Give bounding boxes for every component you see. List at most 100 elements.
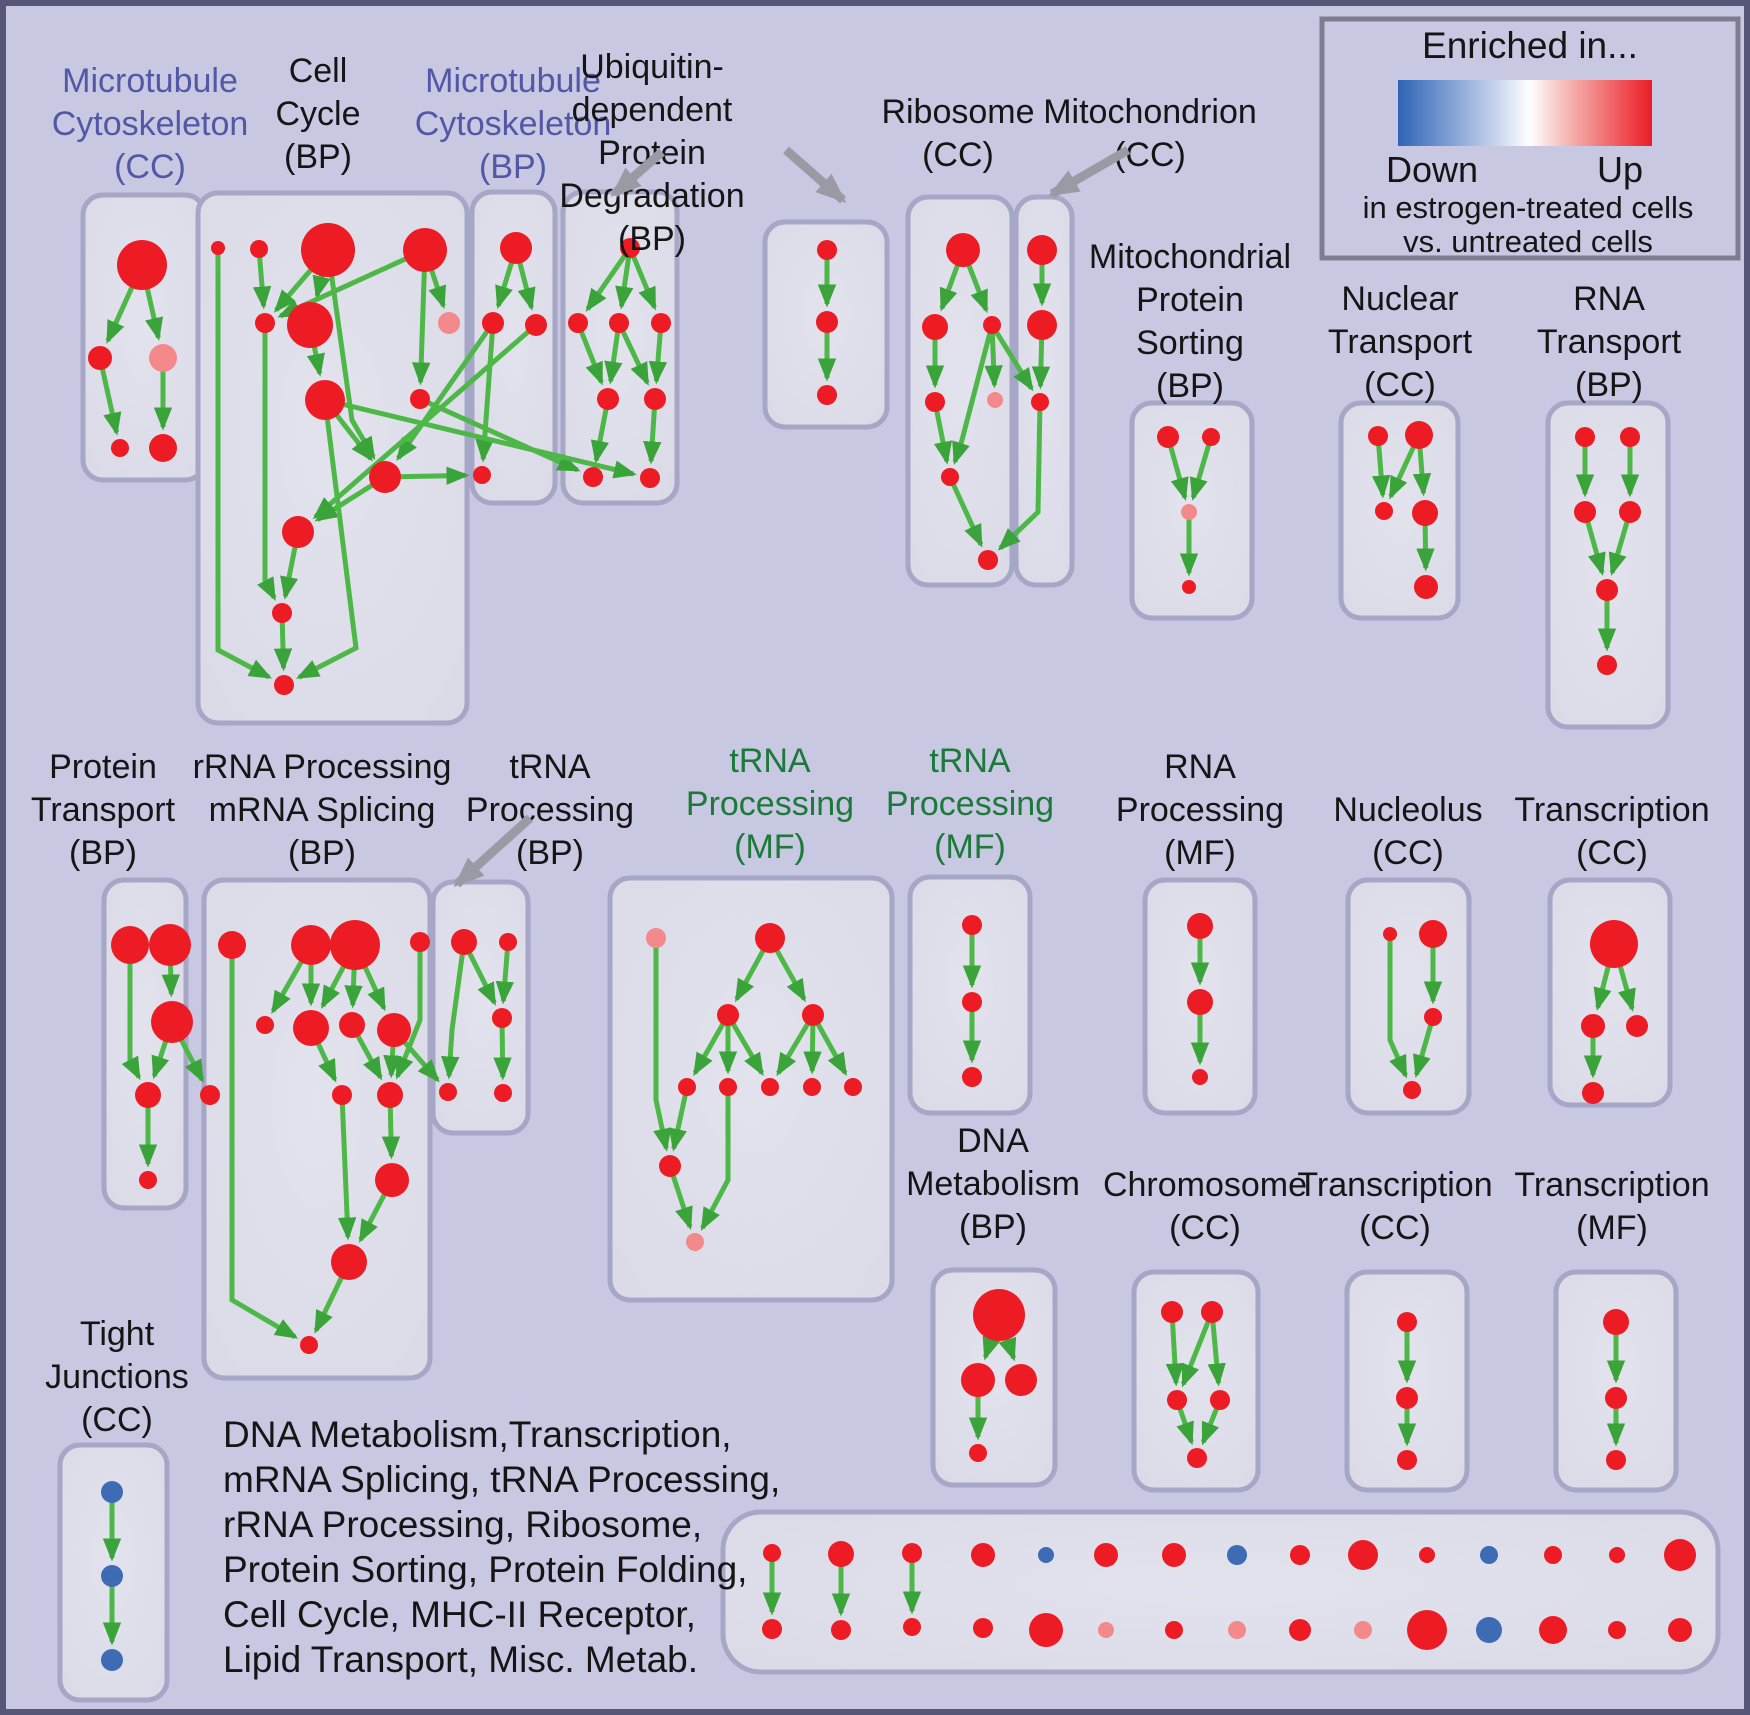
graph-node-red [597,388,619,410]
graph-node-red [482,312,504,334]
cluster-label-tight-junctions-cc: Tight [80,1315,155,1353]
cluster-label-rrna-processing-mrna-splicing-bp: mRNA Splicing [209,791,436,829]
graph-node-red [301,223,355,277]
graph-edge [952,324,995,466]
cluster-label-mitochondrial-protein-sorting-bp: Mitochondrial [1089,238,1291,276]
graph-edge [257,323,277,601]
graph-edge [700,1087,731,1231]
graph-node-red [1597,655,1617,675]
cluster-label-microtubule-cytoskeleton-bp: Microtubule [425,62,601,100]
graph-node-red [1397,1450,1417,1470]
cluster-label-microtubule-cytoskeleton-cc: Microtubule [62,62,238,100]
graph-node-red [659,1155,681,1177]
cluster-label-microtubule-cytoskeleton-bp: Cytoskeleton [415,105,612,143]
graph-node-pink [646,928,666,948]
graph-node-red [1187,989,1213,1015]
cluster-label-cell-cycle-bp: (BP) [284,138,352,176]
graph-node-red [983,316,1001,334]
cluster-label-transcription-cc-middle: Transcription [1514,791,1709,829]
graph-edge [947,475,984,548]
graph-node-red [719,1078,737,1096]
graph-node-red [1605,1387,1627,1409]
graph-edge-cross-cluster [396,321,496,461]
graph-node-red [1539,1616,1567,1644]
graph-node-red [802,1004,824,1026]
graph-node-red [111,439,129,457]
graph-edge [296,399,359,680]
graph-edge [932,401,953,465]
graph-node-red [828,1541,854,1567]
graph-edge [725,1013,765,1077]
graph-node-red [256,1016,274,1034]
graph-node-pink [1098,1622,1114,1638]
graph-node-red [962,915,982,935]
graph-edge [1189,436,1214,501]
gene-groups-text-line: DNA Metabolism,Transcription, [223,1414,732,1455]
graph-node-red [492,1008,512,1028]
graph-edge [692,1013,731,1077]
graph-node-red [500,232,532,264]
graph-node-red [1289,1619,1311,1641]
graph-node-red [1419,920,1447,948]
cluster-label-nuclear-transport-cc: Transport [1328,323,1473,361]
graph-node-red [1626,1015,1648,1037]
cluster-label-transcription-cc-bottom: Transcription [1297,1166,1492,1204]
graph-node-red [902,1543,922,1563]
graph-edge [776,1013,816,1077]
graph-node-red [1412,500,1438,526]
graph-node-red [971,1543,995,1567]
graph-node-red [816,311,838,333]
graph-node-red [410,932,430,952]
cluster-label-rna-processing-mf: RNA [1164,748,1236,786]
graph-node-pink [686,1233,704,1251]
graph-node-red [1162,1543,1186,1567]
graph-edge-cross-cluster [989,323,1034,392]
cluster-label-microtubule-cytoskeleton-bp: (BP) [479,148,547,186]
graph-edge [1387,934,1408,1079]
cluster-label-rna-transport-bp: (BP) [1575,366,1643,404]
graph-node-pink [438,312,460,334]
graph-node-red [1027,235,1057,265]
legend-subtitle-treated: in estrogen-treated cells [1363,190,1694,225]
graph-node-red [762,1619,782,1639]
graph-node-red [978,550,998,570]
graph-node-red [1668,1618,1692,1642]
cluster-label-nucleolus-cc: Nucleolus [1333,791,1482,829]
graph-node-red [410,389,430,409]
cluster-label-dna-metabolism-bp: DNA [957,1122,1029,1160]
cluster-label-transcription-mf: (MF) [1576,1209,1648,1247]
graph-node-red [961,1363,995,1397]
cluster-label-ubiquitin-degradation-bp-left: dependent [572,91,733,129]
cluster-label-ubiquitin-degradation-bp-left: (BP) [618,220,686,258]
graph-edge [215,248,273,680]
graph-node-blue [1480,1546,1498,1564]
graph-node-red [282,516,314,548]
cluster-box-microtubule-cytoskeleton-cc [80,192,208,483]
cluster-label-mitochondrial-protein-sorting-bp: (BP) [1156,367,1224,405]
graph-node-red [831,1620,851,1640]
label-pointer-arrow-trna-bp-to-box [453,814,534,888]
graph-edge [627,247,657,311]
graph-node-red [803,1078,821,1096]
label-pointer-arrow-ubiquitin-to-right-box [783,146,847,204]
graph-edge [585,246,633,312]
cluster-box-mixed-terms-strip [720,1509,1721,1675]
graph-node-red [844,1078,862,1096]
graph-node-red [1574,501,1596,523]
graph-node-red [1167,1390,1187,1410]
cluster-label-trna-processing-mf-large: tRNA [729,742,811,780]
graph-node-red [117,240,167,290]
graph-node-red [330,920,380,970]
graph-node-red [525,314,547,336]
graph-node-red [1210,1390,1230,1410]
graph-node-red [1182,580,1196,594]
cluster-label-microtubule-cytoskeleton-cc: Cytoskeleton [52,105,249,143]
cluster-label-rrna-processing-mrna-splicing-bp: (BP) [288,834,356,872]
cluster-label-tight-junctions-cc: (CC) [81,1401,153,1439]
graph-node-red [151,1001,193,1043]
graph-node-pink [987,392,1003,408]
graph-node-red [1027,310,1057,340]
graph-node-red [293,1010,329,1046]
graph-node-red [763,1544,781,1562]
graph-node-red [291,925,331,965]
